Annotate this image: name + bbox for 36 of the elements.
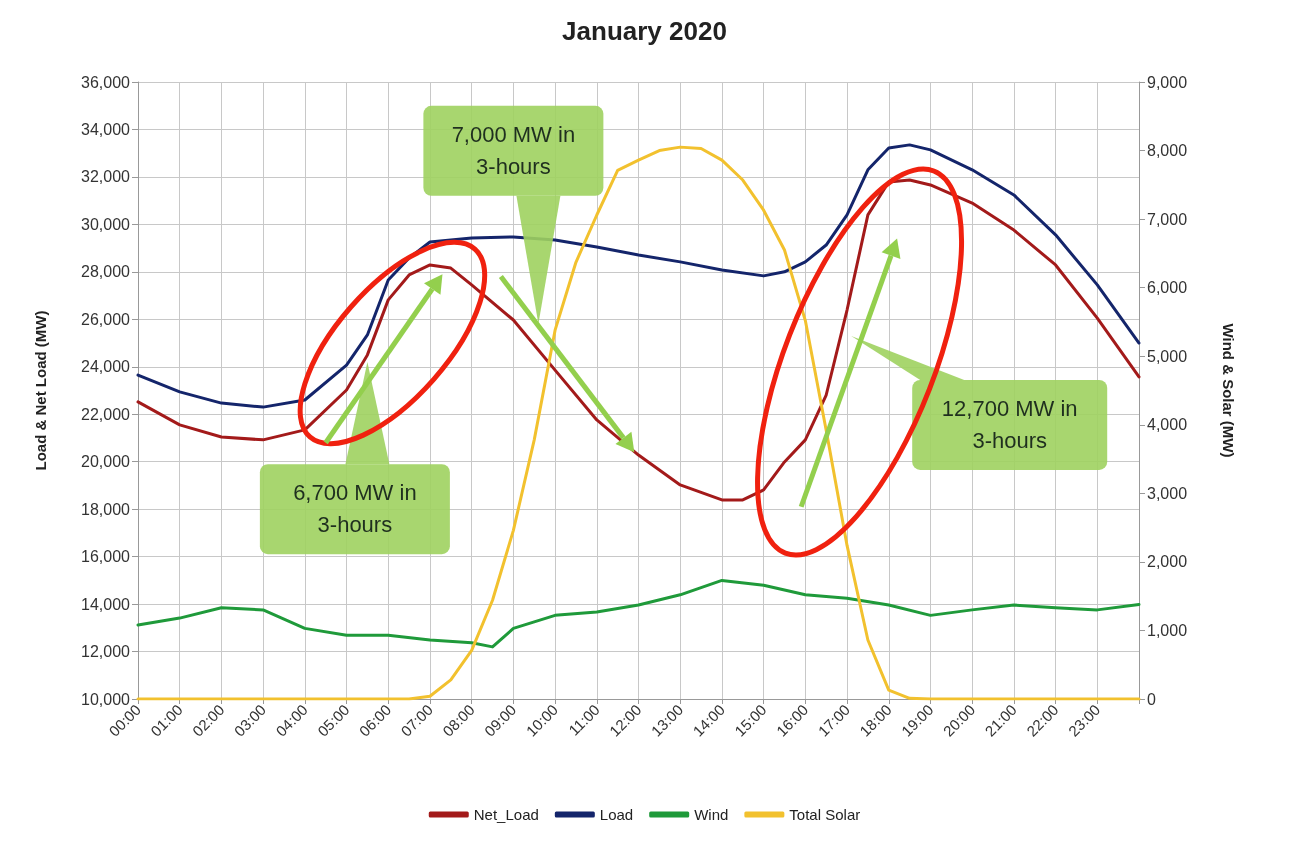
y-tick-label: 14,000 xyxy=(81,595,131,613)
y-tick-label: 28,000 xyxy=(81,263,131,281)
y-tick-label: 36,000 xyxy=(81,73,131,91)
y-tick-label: 12,000 xyxy=(81,643,131,661)
y2-tick-label: 4,000 xyxy=(1147,416,1188,434)
y-tick-label: 16,000 xyxy=(81,548,131,566)
line-series xyxy=(136,178,1141,502)
y2-tick-label: 5,000 xyxy=(1147,347,1188,365)
y-tick-label: 18,000 xyxy=(81,500,131,518)
y2-tick-label: 9,000 xyxy=(1147,73,1188,91)
y-tick-label: 34,000 xyxy=(81,120,131,138)
y2-tick-label: 6,000 xyxy=(1147,279,1188,297)
legend-label: Net_Load xyxy=(473,806,539,823)
y-tick-label: 20,000 xyxy=(81,453,131,471)
annotation: 7,000 MW in 3-hours xyxy=(423,105,604,196)
y-tick-label: 24,000 xyxy=(81,358,131,376)
y-tick-label: 30,000 xyxy=(81,215,131,233)
y-tick-label: 32,000 xyxy=(81,168,131,186)
legend-label: Load xyxy=(599,806,634,823)
y2-axis-title: Wind & Solar (MW) xyxy=(1220,323,1237,458)
y2-tick-label: 1,000 xyxy=(1147,621,1188,639)
chart-title: January 2020 xyxy=(562,16,727,46)
annotation: 6,700 MW in 3-hours xyxy=(259,464,450,555)
y2-tick-label: 3,000 xyxy=(1147,484,1188,502)
line-series xyxy=(136,578,1141,649)
annotation: 12,700 MW in 3-hours xyxy=(912,379,1108,470)
y-tick-label: 26,000 xyxy=(81,310,131,328)
y-tick-label: 22,000 xyxy=(81,405,131,423)
y2-tick-label: 2,000 xyxy=(1147,553,1188,571)
y-axis-title: Load & Net Load (MW) xyxy=(32,310,49,471)
legend-label: Wind xyxy=(694,806,729,823)
y2-tick-label: 0 xyxy=(1147,690,1156,708)
y-tick-label: 10,000 xyxy=(81,690,131,708)
y2-tick-label: 7,000 xyxy=(1147,210,1188,228)
y2-tick-label: 8,000 xyxy=(1147,142,1188,160)
legend-label: Total Solar xyxy=(789,806,861,823)
